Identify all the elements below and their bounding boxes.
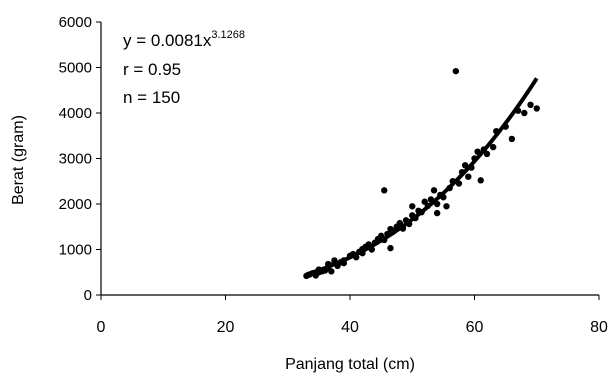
x-axis-title: Panjang total (cm) [285, 356, 415, 373]
data-point [396, 219, 403, 227]
data-point [533, 105, 540, 112]
x-tick-label: 60 [466, 319, 484, 336]
data-point [443, 203, 450, 210]
data-point [508, 135, 516, 143]
power-trendline [305, 77, 539, 277]
data-point [477, 177, 484, 184]
plot-area: 0 1000 2000 3000 4000 5000 6000 0 20 40 60 80 [59, 14, 608, 336]
equation-label: y = 0.0081x3.1268 [123, 29, 245, 50]
y-tick-label: 6000 [59, 14, 92, 31]
y-tick-label: 0 [84, 287, 92, 304]
y-tick-label: 3000 [59, 151, 92, 168]
y-axis-ticks: 0 1000 2000 3000 4000 5000 6000 [59, 14, 101, 304]
data-point [465, 173, 472, 180]
equation-prefix: y = 0.0081x [123, 31, 212, 50]
y-tick-label: 4000 [59, 105, 92, 122]
data-point [527, 101, 534, 109]
data-point [483, 150, 491, 158]
x-tick-label: 80 [590, 319, 608, 336]
data-point [521, 109, 528, 117]
y-tick-label: 5000 [59, 60, 92, 77]
x-tick-label: 40 [341, 319, 359, 336]
data-points [303, 67, 540, 280]
r-label: r = 0.95 [123, 60, 181, 79]
data-point [387, 244, 394, 252]
data-point [452, 67, 460, 75]
x-axis-ticks: 0 20 40 60 80 [97, 295, 608, 336]
data-point [433, 209, 441, 217]
data-point [328, 268, 335, 275]
data-point [409, 203, 416, 210]
n-label: n = 150 [123, 88, 180, 107]
x-tick-label: 20 [217, 319, 235, 336]
equation-exponent: 3.1268 [211, 29, 245, 41]
data-point [430, 187, 438, 194]
x-tick-label: 0 [97, 319, 106, 336]
y-tick-label: 1000 [59, 242, 92, 259]
data-point [489, 143, 497, 151]
y-axis-title: Berat (gram) [10, 115, 27, 205]
y-tick-label: 2000 [59, 196, 92, 213]
data-point [381, 187, 388, 194]
